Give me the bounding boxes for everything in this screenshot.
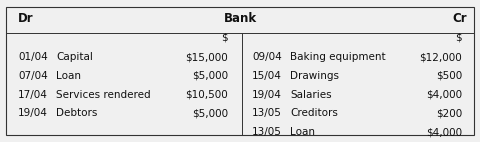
Text: Salaries: Salaries: [290, 90, 332, 100]
Text: 17/04: 17/04: [18, 90, 48, 100]
Text: 09/04: 09/04: [252, 52, 282, 62]
Text: Cr: Cr: [452, 12, 467, 25]
Text: Debtors: Debtors: [56, 108, 97, 118]
Text: 13/05: 13/05: [252, 108, 282, 118]
Text: $500: $500: [436, 71, 462, 81]
Text: $: $: [221, 33, 228, 43]
Text: Loan: Loan: [56, 71, 81, 81]
Text: $5,000: $5,000: [192, 108, 228, 118]
Text: $: $: [456, 33, 462, 43]
Text: Drawings: Drawings: [290, 71, 339, 81]
Text: 01/04: 01/04: [18, 52, 48, 62]
Text: $200: $200: [436, 108, 462, 118]
Text: $15,000: $15,000: [185, 52, 228, 62]
Text: Loan: Loan: [290, 127, 315, 137]
Text: $5,000: $5,000: [192, 71, 228, 81]
Text: $12,000: $12,000: [419, 52, 462, 62]
Text: Services rendered: Services rendered: [56, 90, 151, 100]
Text: 15/04: 15/04: [252, 71, 282, 81]
Text: $4,000: $4,000: [426, 90, 462, 100]
Text: Creditors: Creditors: [290, 108, 338, 118]
Text: $10,500: $10,500: [185, 90, 228, 100]
Text: Bank: Bank: [223, 12, 257, 25]
FancyBboxPatch shape: [6, 7, 474, 135]
Text: 19/04: 19/04: [18, 108, 48, 118]
Text: 07/04: 07/04: [18, 71, 48, 81]
Text: Capital: Capital: [56, 52, 93, 62]
Text: 13/05: 13/05: [252, 127, 282, 137]
Text: Baking equipment: Baking equipment: [290, 52, 386, 62]
Text: $4,000: $4,000: [426, 127, 462, 137]
Text: Dr: Dr: [18, 12, 34, 25]
Text: 19/04: 19/04: [252, 90, 282, 100]
